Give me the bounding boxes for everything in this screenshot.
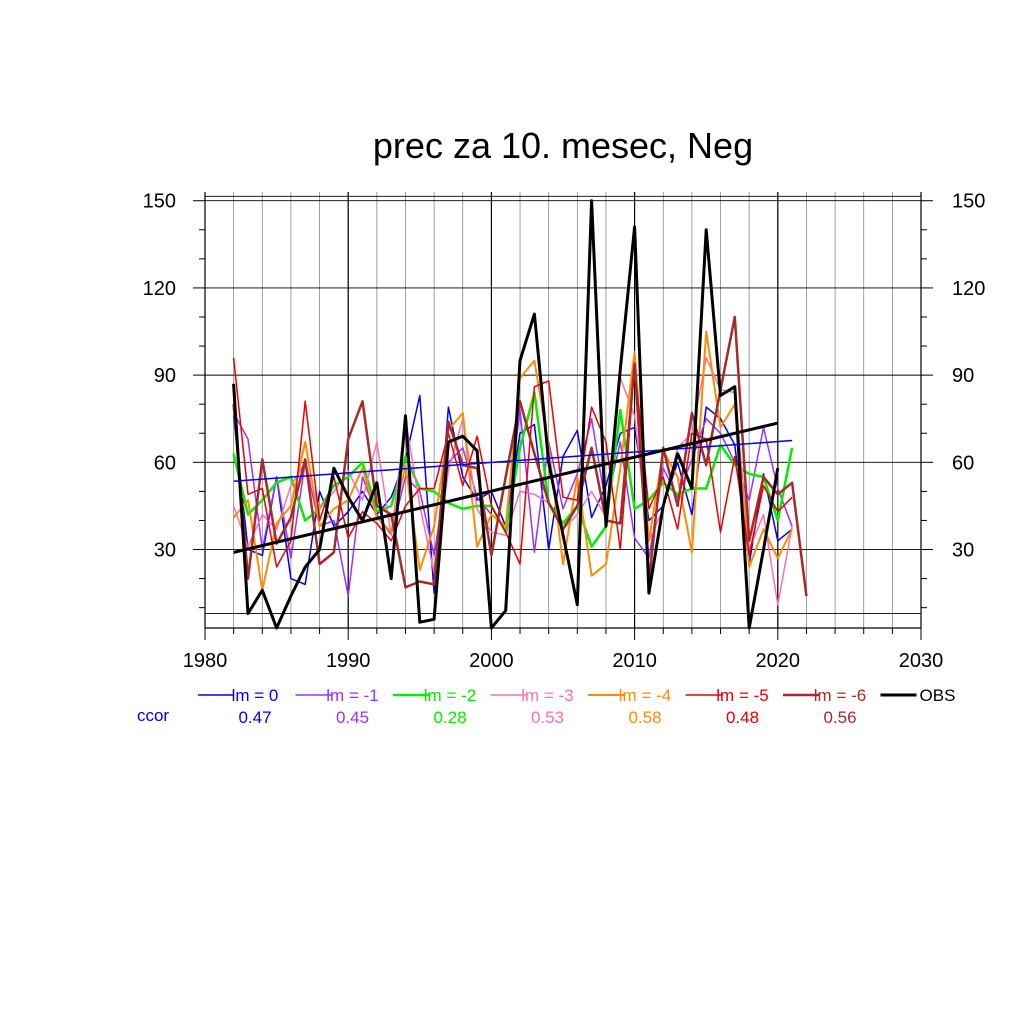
legend-label: lm = 0 — [232, 686, 279, 705]
legend-label: lm = -4 — [619, 686, 671, 705]
axes — [204, 192, 922, 629]
series-line-obs — [232, 199, 780, 630]
x-tick-label: 1990 — [326, 650, 371, 672]
legend-ccor-value: 0.28 — [433, 708, 466, 727]
legend: lm = 0 0.47 lm = -1 0.45 lm = -2 0.28 lm = -3 0… — [198, 686, 955, 727]
legend-ccor-value: 0.48 — [726, 708, 759, 727]
y-right-tick-label: 90 — [952, 365, 974, 387]
y-left-tick-label: 120 — [143, 278, 176, 300]
legend-ccor-value: 0.53 — [531, 708, 564, 727]
x-tick-label: 1980 — [183, 650, 228, 672]
legend-ccor-value: 0.58 — [628, 708, 661, 727]
trend-lines — [233, 421, 793, 554]
x-tick-label: 2010 — [612, 650, 657, 672]
chart-title: prec za 10. mesec, Neg — [373, 125, 753, 166]
legend-label: lm = -2 — [424, 686, 476, 705]
legend-label: lm = -1 — [326, 686, 378, 705]
legend-label: lm = -3 — [521, 686, 573, 705]
legend-ccor-value: 0.56 — [823, 708, 856, 727]
x-tick-label: 2020 — [756, 650, 801, 672]
legend-label: lm = -6 — [814, 686, 866, 705]
axis-tick-labels: 1980 1990 2000 2010 2020 2030 30 30 60 60 90 90 120 1… — [143, 191, 986, 672]
legend-label: OBS — [920, 686, 956, 705]
y-left-tick-label: 30 — [154, 540, 176, 562]
x-tick-label: 2000 — [469, 650, 514, 672]
y-right-tick-label: 30 — [952, 540, 974, 562]
y-right-tick-label: 120 — [952, 278, 985, 300]
legend-label: lm = -5 — [716, 686, 768, 705]
x-tick-label: 2030 — [899, 650, 944, 672]
legend-ccor-value: 0.45 — [336, 708, 369, 727]
trend-line — [233, 421, 779, 554]
trend-line — [233, 439, 793, 482]
y-left-tick-label: 150 — [143, 191, 176, 213]
y-left-tick-label: 60 — [154, 452, 176, 474]
y-right-tick-label: 60 — [952, 452, 974, 474]
ccor-label: ccor — [137, 706, 169, 725]
y-left-tick-label: 90 — [154, 365, 176, 387]
y-right-tick-label: 150 — [952, 191, 985, 213]
legend-ccor-value: 0.47 — [238, 708, 271, 727]
